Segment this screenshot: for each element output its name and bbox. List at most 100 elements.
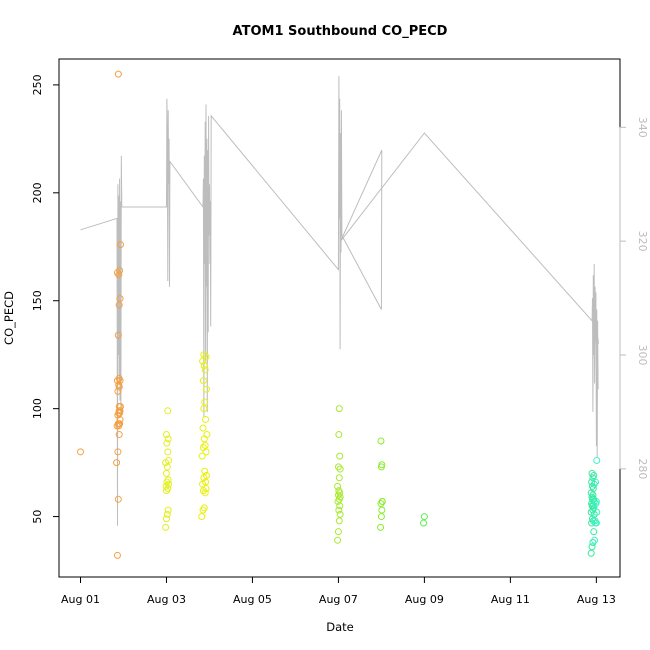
data-point [198,513,206,521]
data-point [420,513,428,521]
data-point [378,506,386,514]
y-axis: 50 100 150 200 250 [31,74,60,524]
y-axis-title: CO_PECD [2,291,16,345]
chart-title: ATOM1 Southbound CO_PECD [233,24,448,39]
data-point [162,431,170,439]
data-point [164,476,172,484]
data-point [116,407,124,415]
data-point [201,467,209,475]
data-point [115,374,123,382]
data-point [377,513,385,521]
data-point [590,472,598,480]
data-point [334,482,342,490]
data-point [335,405,343,413]
data-point [162,515,170,523]
data-point [165,480,173,488]
data-point [591,478,599,486]
data-point [201,441,209,449]
data-point [591,536,599,544]
data-point [202,385,210,393]
data-point [335,506,343,514]
data-point [593,508,601,516]
data-point [334,528,342,536]
x-tick-label: Aug 07 [319,593,358,606]
y2-tick-label: 280 [636,458,649,479]
data-point [116,241,124,249]
data-point [200,351,208,359]
data-point [163,439,171,447]
data-point [335,487,343,495]
data-point [113,377,121,385]
data-point [335,517,343,525]
data-point [336,493,344,501]
data-point [588,519,596,527]
data-point [589,491,597,499]
x-tick-label: Aug 13 [577,593,616,606]
x-tick-label: Aug 05 [233,593,272,606]
data-point [200,504,208,512]
x-axis: Aug 01 Aug 03 Aug 05 Aug 07 Aug 09 Aug 11 Aug … [61,576,616,606]
data-point [336,510,344,518]
data-point [334,536,342,544]
data-point [164,448,172,456]
data-point [202,472,210,480]
data-point [420,519,428,527]
data-point [76,448,84,456]
data-point [336,465,344,473]
x-tick-label: Aug 01 [61,593,100,606]
data-point [114,448,122,456]
data-point [593,456,601,464]
data-point [114,70,122,78]
data-point [115,383,123,391]
y2-tick-label: 340 [636,117,649,138]
data-point [201,366,209,374]
x-tick-label: Aug 03 [147,593,186,606]
data-point [164,407,172,415]
x-tick-label: Aug 11 [491,593,530,606]
data-point [587,549,595,557]
data-point [114,331,122,339]
data-point [198,452,206,460]
y-tick-label: 250 [31,74,44,95]
data-point [588,543,596,551]
data-point [201,489,209,497]
x-tick-label: Aug 09 [405,593,444,606]
data-point [334,463,342,471]
data-point [200,405,208,413]
data-point [113,422,121,430]
data-point [113,551,121,559]
data-point [162,523,170,531]
trace-line [80,76,599,526]
data-point [199,444,207,451]
data-point [377,523,385,531]
y-tick-label: 50 [31,510,44,524]
data-point [592,497,600,505]
data-point [590,528,598,536]
y2-tick-label: 320 [636,231,649,252]
data-point [335,474,343,482]
data-point [199,377,207,385]
data-point [116,295,124,303]
data-point [202,478,210,486]
data-point [335,431,343,439]
data-point [591,517,599,525]
data-point [116,267,124,275]
x-axis-title: Date [326,620,354,634]
data-point [165,456,173,464]
data-point [199,357,207,365]
data-point [162,469,170,477]
data-point [203,431,211,439]
point-layer [76,70,601,559]
data-point [202,353,210,361]
data-point [589,538,597,546]
data-point [115,431,123,439]
data-point [588,478,596,486]
data-point [202,485,210,493]
data-point [164,506,172,514]
data-point [116,415,124,423]
data-point [113,459,121,467]
data-point [587,489,595,497]
data-point [378,461,386,469]
data-point [336,452,344,460]
